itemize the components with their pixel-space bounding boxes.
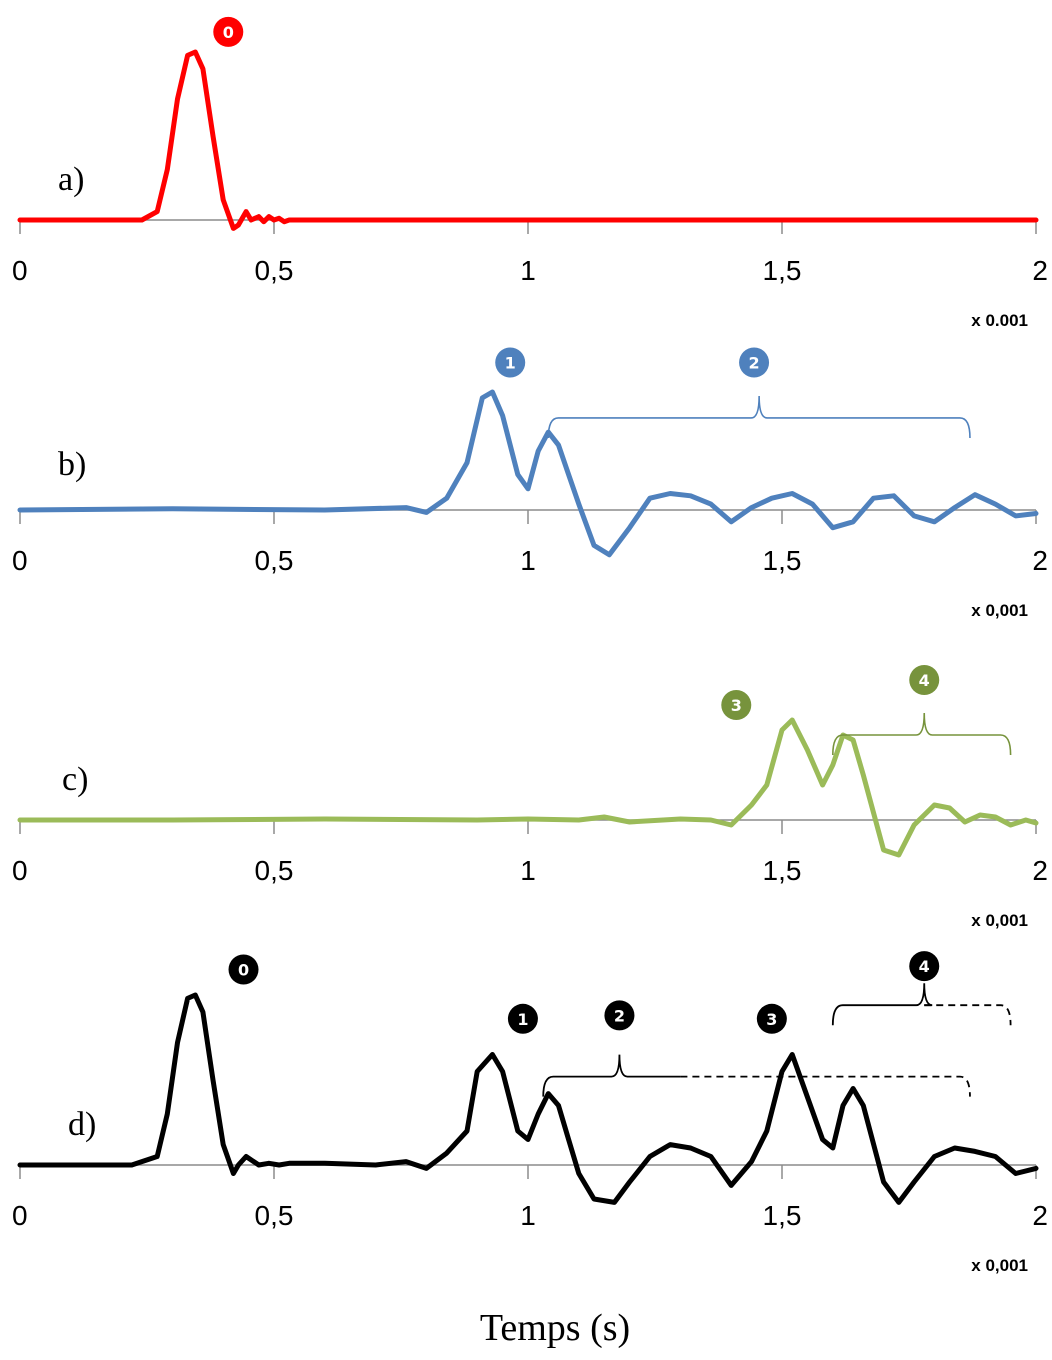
x-tick-label: 2 xyxy=(1032,855,1048,886)
series-line xyxy=(17,717,1039,858)
x-tick-label: 1 xyxy=(520,545,536,576)
x-multiplier-label: x 0,001 xyxy=(971,1256,1028,1275)
x-tick-label: 1,5 xyxy=(763,255,802,286)
x-tick-label: 0 xyxy=(12,1200,28,1231)
marker-number: 4 xyxy=(919,957,930,976)
x-multiplier-label: x 0,001 xyxy=(971,911,1028,930)
marker-0-icon: 0 xyxy=(228,954,259,985)
marker-4-icon: 4 xyxy=(909,951,940,982)
x-multiplier-label: x 0,001 xyxy=(971,601,1028,620)
marker-1-icon: 1 xyxy=(507,1003,538,1034)
marker-number: 2 xyxy=(748,354,759,373)
panel-2: 0 0,5 1 1,5 2 x 0,001 b) 1 2 xyxy=(12,347,1048,620)
x-tick-label: 0,5 xyxy=(255,1200,294,1231)
marker-3-icon: 3 xyxy=(756,1003,787,1034)
x-axis-title: Temps (s) xyxy=(480,1307,630,1349)
panel-3: 0 0,5 1 1,5 2 x 0,001 c) 3 4 xyxy=(12,665,1048,930)
marker-4-icon: 4 xyxy=(909,665,940,695)
marker-2-icon: 2 xyxy=(739,347,770,378)
bracket xyxy=(542,1054,971,1097)
marker-2-icon: 2 xyxy=(604,1000,635,1031)
marker-number: 2 xyxy=(614,1006,625,1025)
x-tick-label: 1,5 xyxy=(763,855,802,886)
marker-3-icon: 3 xyxy=(721,690,752,720)
x-tick-label: 0 xyxy=(12,855,28,886)
x-tick-label: 1 xyxy=(520,855,536,886)
panel-label: d) xyxy=(68,1106,96,1143)
x-multiplier-label: x 0.001 xyxy=(971,311,1028,330)
x-tick-label: 1,5 xyxy=(763,1200,802,1231)
x-tick-label: 1 xyxy=(520,255,536,286)
x-tick-label: 0,5 xyxy=(255,855,294,886)
x-tick-label: 1,5 xyxy=(763,545,802,576)
panel-4: 0 0,5 1 1,5 2 x 0,001 d) 0 1 2 3 4 xyxy=(12,951,1048,1275)
bracket xyxy=(831,983,1012,1026)
marker-number: 0 xyxy=(238,961,249,980)
marker-1-icon: 1 xyxy=(495,347,526,378)
bracket xyxy=(832,712,1012,756)
x-tick-label: 0 xyxy=(12,545,28,576)
x-tick-label: 0,5 xyxy=(255,545,294,576)
panel-1: 0 0,5 1 1,5 2 x 0.001 a) 0 xyxy=(12,16,1048,330)
bracket xyxy=(547,395,971,438)
marker-number: 1 xyxy=(517,1010,528,1029)
marker-number: 0 xyxy=(223,23,234,42)
x-tick-label: 1 xyxy=(520,1200,536,1231)
marker-number: 3 xyxy=(731,696,742,715)
x-tick-label: 2 xyxy=(1032,545,1048,576)
x-tick-label: 0,5 xyxy=(255,255,294,286)
series-line xyxy=(17,389,1039,558)
series-line xyxy=(17,992,1039,1205)
x-tick-label: 2 xyxy=(1032,255,1048,286)
panel-label: b) xyxy=(58,446,86,483)
marker-number: 1 xyxy=(505,354,516,373)
panel-label: a) xyxy=(58,161,84,198)
marker-number: 3 xyxy=(766,1010,777,1029)
x-tick-label: 0 xyxy=(12,255,28,286)
series-line xyxy=(17,49,1039,231)
marker-number: 4 xyxy=(919,671,930,690)
marker-0-icon: 0 xyxy=(213,16,244,47)
panel-label: c) xyxy=(62,761,88,798)
x-tick-label: 2 xyxy=(1032,1200,1048,1231)
